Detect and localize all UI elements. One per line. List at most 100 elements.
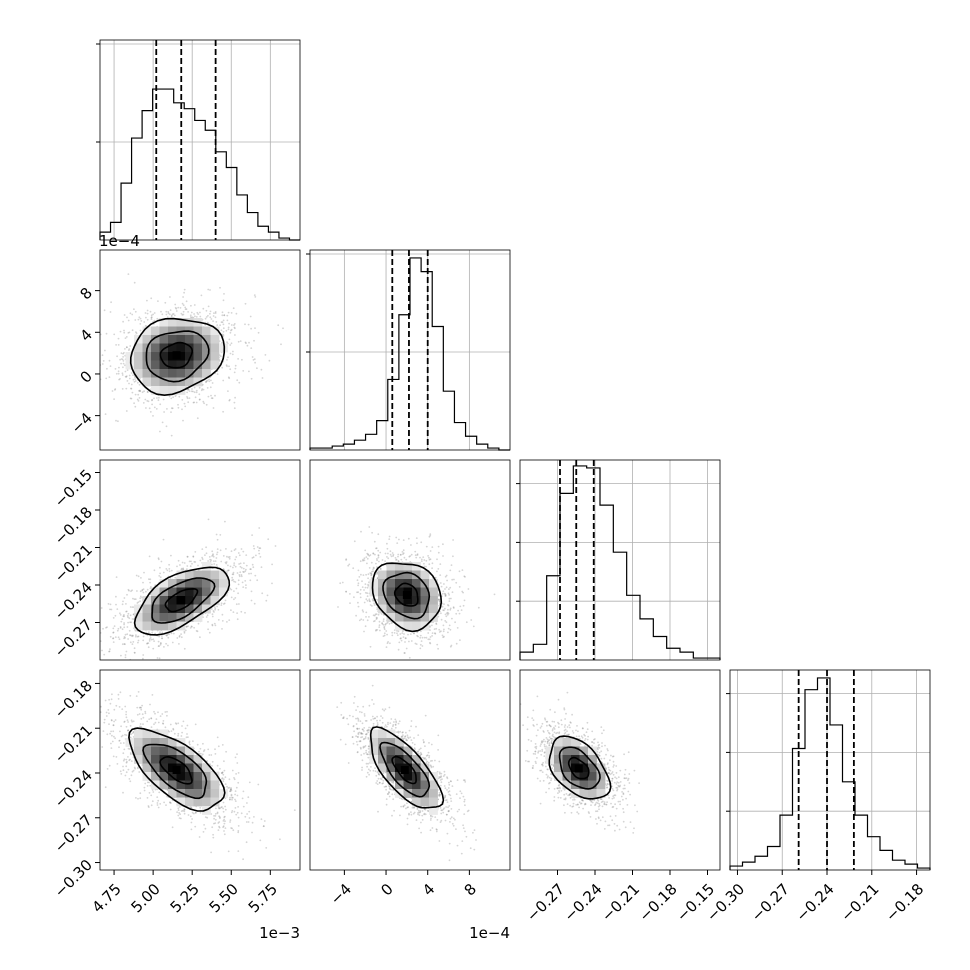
scatter-point	[128, 348, 131, 350]
scatter-point	[438, 599, 440, 602]
scatter-point	[222, 410, 225, 413]
scatter-point	[112, 627, 115, 630]
scatter-point	[242, 370, 245, 372]
scatter-point	[186, 397, 189, 400]
scatter-point	[227, 326, 230, 329]
scatter-point	[202, 400, 205, 403]
scatter-point	[397, 555, 399, 558]
scatter-point	[398, 538, 400, 541]
scatter-point	[440, 612, 442, 615]
scatter-point	[231, 576, 234, 579]
density-cell	[193, 570, 203, 580]
scatter-point	[357, 591, 360, 594]
scatter-point	[447, 604, 450, 607]
contour-0-0	[159, 341, 194, 369]
scatter-point	[146, 391, 149, 393]
scatter-point	[137, 639, 140, 642]
scatter-point	[150, 638, 153, 641]
scatter-point	[434, 576, 437, 579]
scatter-point	[179, 564, 181, 566]
scatter-point	[183, 562, 186, 564]
scatter-point	[170, 397, 173, 400]
scatter-point	[122, 615, 125, 618]
scatter-point	[122, 362, 125, 365]
scatter-point	[164, 301, 167, 304]
scatter-point	[190, 316, 192, 318]
scatter-point	[410, 553, 413, 556]
scatter-point	[437, 568, 440, 570]
scatter-point	[243, 571, 245, 573]
density-cell	[142, 326, 152, 336]
scatter-point	[376, 566, 378, 568]
scatter-point	[386, 542, 388, 545]
scatter-point	[197, 313, 200, 315]
scatter-point	[142, 639, 145, 642]
scatter-point	[182, 567, 185, 570]
scatter-point	[158, 575, 161, 577]
scatter-point	[193, 626, 196, 629]
density-cell	[193, 352, 203, 361]
scatter-point	[157, 711, 159, 714]
scatter-point	[456, 627, 459, 629]
density-cell	[134, 369, 143, 378]
scatter-point	[229, 788, 232, 791]
scatter-point	[415, 537, 418, 539]
density-cell	[386, 579, 396, 588]
scatter-point	[442, 630, 445, 633]
scatter-point	[389, 553, 392, 556]
scatter-point	[150, 297, 153, 300]
scatter-point	[192, 390, 194, 393]
scatter-point	[339, 582, 342, 585]
scatter-point	[264, 354, 267, 356]
density-peak-1	[177, 596, 186, 604]
scatter-point	[441, 592, 444, 595]
scatter-point	[222, 379, 225, 382]
scatter-point	[372, 568, 374, 571]
scatter-point	[179, 307, 182, 309]
scatter-point	[150, 316, 153, 319]
density-cell	[403, 596, 413, 605]
density-cell	[151, 613, 160, 622]
scatter-point	[274, 545, 277, 547]
scatter-point	[277, 324, 280, 327]
scatter-point	[429, 550, 432, 552]
scatter-point	[445, 615, 448, 618]
scatter-point	[199, 811, 202, 814]
scatter-point	[103, 721, 106, 724]
scatter-point	[186, 568, 188, 571]
scatter-point	[177, 559, 180, 562]
scatter-point	[373, 540, 376, 543]
scatter-point	[118, 378, 120, 381]
scatter-point	[106, 626, 108, 628]
scatter-point	[229, 331, 232, 334]
scatter-point	[186, 388, 189, 391]
scatter-point	[127, 729, 129, 732]
scatter-point	[180, 312, 183, 315]
scatter-point	[233, 371, 236, 374]
scatter-point	[149, 587, 152, 590]
scatter-point	[108, 650, 110, 653]
scatter-point	[237, 340, 240, 343]
scatter-point	[147, 400, 150, 403]
scatter-point	[201, 753, 204, 756]
scatter-point	[123, 597, 126, 599]
scatter-point	[211, 624, 214, 627]
scatter-point	[449, 569, 452, 572]
scatter-point	[439, 563, 442, 565]
scatter-point	[149, 411, 152, 413]
density-cell	[185, 335, 194, 344]
scatter-point	[253, 339, 255, 342]
scatter-point	[147, 642, 150, 644]
scatter-point	[145, 590, 147, 593]
scatter-point	[455, 642, 458, 645]
scatter-point	[189, 627, 192, 629]
histogram-steps-2	[519, 465, 721, 660]
scatter-point	[413, 632, 415, 635]
scatter-point	[404, 637, 407, 640]
scatter-point	[147, 806, 150, 808]
scatter-point	[121, 643, 124, 646]
scatter-point	[131, 643, 134, 645]
scatter-point	[134, 319, 137, 321]
density-cell	[210, 596, 220, 605]
density-cell	[210, 360, 220, 370]
